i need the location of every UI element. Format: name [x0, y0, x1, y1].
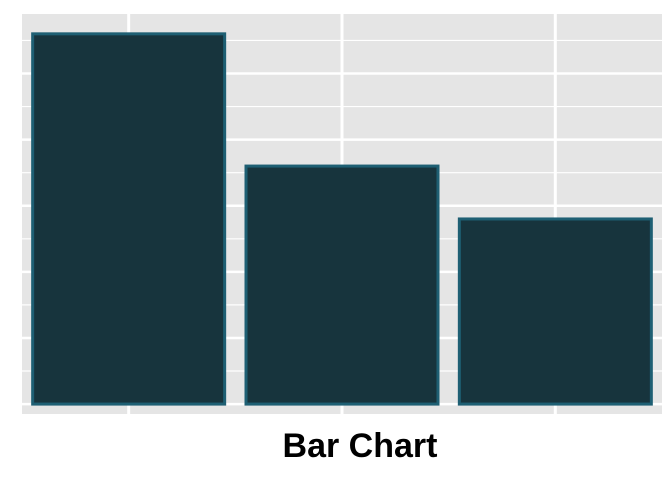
- bar-1: [31, 32, 227, 406]
- bar-3: [457, 217, 653, 406]
- bar-2: [244, 164, 440, 406]
- chart-title: Bar Chart: [283, 427, 438, 465]
- bars: [31, 32, 653, 406]
